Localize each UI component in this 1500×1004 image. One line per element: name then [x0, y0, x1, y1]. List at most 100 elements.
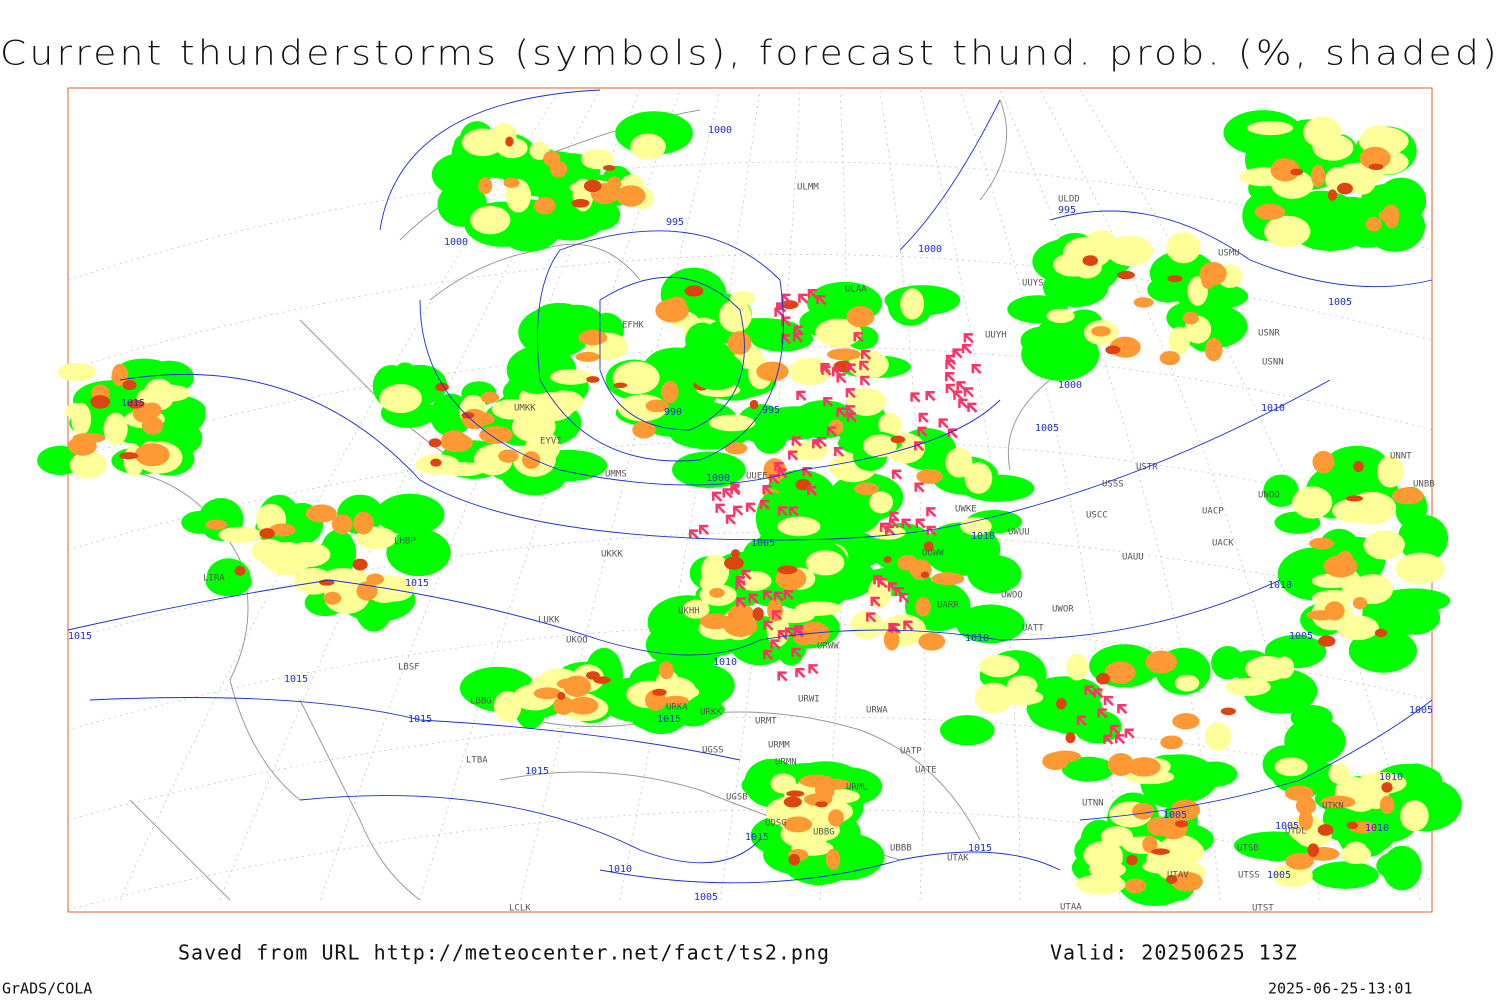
station-label: UWOO [1001, 591, 1023, 601]
station-label: UBBB [890, 844, 912, 854]
probability-shade [352, 558, 368, 571]
probability-shade [1270, 158, 1300, 182]
storm-symbol [820, 362, 831, 374]
probability-shade [1065, 732, 1076, 744]
probability-shade [607, 176, 622, 191]
isobar-label: 1010 [608, 864, 632, 875]
isobar-label: 1000 [708, 125, 732, 136]
probability-shade [1320, 795, 1356, 809]
isobar-label: 1015 [408, 714, 432, 725]
probability-shade [1133, 297, 1154, 308]
isobar [119, 374, 1331, 541]
station-label: LCLK [509, 904, 531, 914]
probability-shade [1292, 486, 1333, 519]
probability-shade [1204, 722, 1232, 751]
isobar [379, 89, 601, 231]
probability-shade [900, 288, 925, 320]
probability-shade [795, 479, 811, 491]
station-label: UTDL [1285, 827, 1307, 837]
storm-symbol [853, 332, 864, 343]
station-label: UUYS [1022, 279, 1044, 289]
probability-shade [652, 688, 667, 696]
station-label: UWKE [955, 505, 977, 515]
station-label: USNR [1258, 329, 1280, 339]
storm-symbol [926, 525, 937, 536]
station-label: URKK [700, 708, 722, 718]
probability-shade [1312, 450, 1335, 474]
probability-shade [1273, 656, 1295, 679]
probability-shade [904, 581, 971, 632]
graticule [619, 89, 761, 901]
probability-shade [1065, 653, 1089, 681]
storm-symbol [792, 332, 803, 343]
station-label: UGSB [726, 793, 748, 803]
probability-shade [658, 661, 674, 680]
isobar-label: 1005 [1035, 423, 1059, 434]
station-label: UTSB [1237, 844, 1259, 854]
probability-shade [141, 416, 164, 435]
graticule [719, 89, 801, 901]
probability-shade [71, 402, 92, 436]
probability-shade [1311, 861, 1379, 889]
probability-shade [1126, 854, 1138, 866]
storm-symbol [771, 610, 783, 621]
probability-shade [1310, 164, 1326, 187]
probability-shade [727, 603, 755, 626]
probability-shade [662, 695, 689, 706]
storm-symbol [915, 518, 926, 529]
probability-shade [1082, 255, 1099, 266]
isobar-label: 1010 [1261, 403, 1285, 414]
probability-shade [479, 426, 513, 444]
storm-symbol [1093, 688, 1104, 699]
timestamp: 2025-06-25-13:01 [1268, 980, 1413, 998]
storm-symbol [1103, 695, 1114, 707]
probability-shade [1124, 878, 1147, 894]
probability-shade [1165, 874, 1178, 884]
probability-shade [470, 412, 495, 426]
storm-symbol [860, 349, 872, 360]
storm-symbol [759, 499, 770, 510]
storm-symbol [715, 503, 726, 514]
isobar-label: 1005 [1409, 705, 1433, 716]
probability-shade [1105, 345, 1121, 355]
isobar-label: 1015 [68, 631, 92, 642]
probability-shade [731, 549, 740, 558]
isobar-label: 1005 [1163, 810, 1187, 821]
storm-symbol [777, 630, 788, 641]
storm-symbol [816, 436, 827, 448]
station-label: ULAA [845, 285, 867, 295]
storm-symbol [917, 426, 928, 437]
probability-shade [498, 449, 519, 463]
probability-shade [1254, 203, 1285, 220]
station-label: UAUU [1122, 553, 1144, 563]
probability-shade [386, 528, 451, 577]
probability-shade [527, 392, 575, 422]
graticule [67, 716, 1433, 821]
probability-shade [752, 607, 764, 621]
probability-shade [1352, 596, 1368, 610]
station-label: UATP [900, 747, 922, 757]
isobar-label: 1005 [1328, 297, 1352, 308]
storm-symbol [808, 664, 819, 675]
storm-symbol [971, 363, 982, 375]
storm-symbol [770, 639, 781, 650]
probability-shade [805, 550, 845, 576]
probability-shade [756, 361, 789, 382]
probability-shade [1264, 215, 1311, 248]
probability-shade [1253, 835, 1301, 862]
probability-shade [846, 306, 875, 328]
station-label: UKKK [601, 550, 623, 560]
probability-shade [897, 554, 918, 571]
probability-shade [331, 514, 353, 535]
probability-shade [1353, 460, 1364, 473]
probability-shade [111, 363, 129, 387]
probability-shade [1211, 645, 1244, 680]
isobar-label: 1015 [405, 578, 429, 589]
storm-symbol [1076, 715, 1087, 726]
station-label: URML [846, 783, 868, 793]
probability-shade [305, 504, 337, 523]
isobar-label: 1000 [706, 473, 730, 484]
storm-symbol [733, 505, 744, 516]
storm-symbol [748, 593, 759, 604]
storm-symbol [860, 375, 871, 386]
